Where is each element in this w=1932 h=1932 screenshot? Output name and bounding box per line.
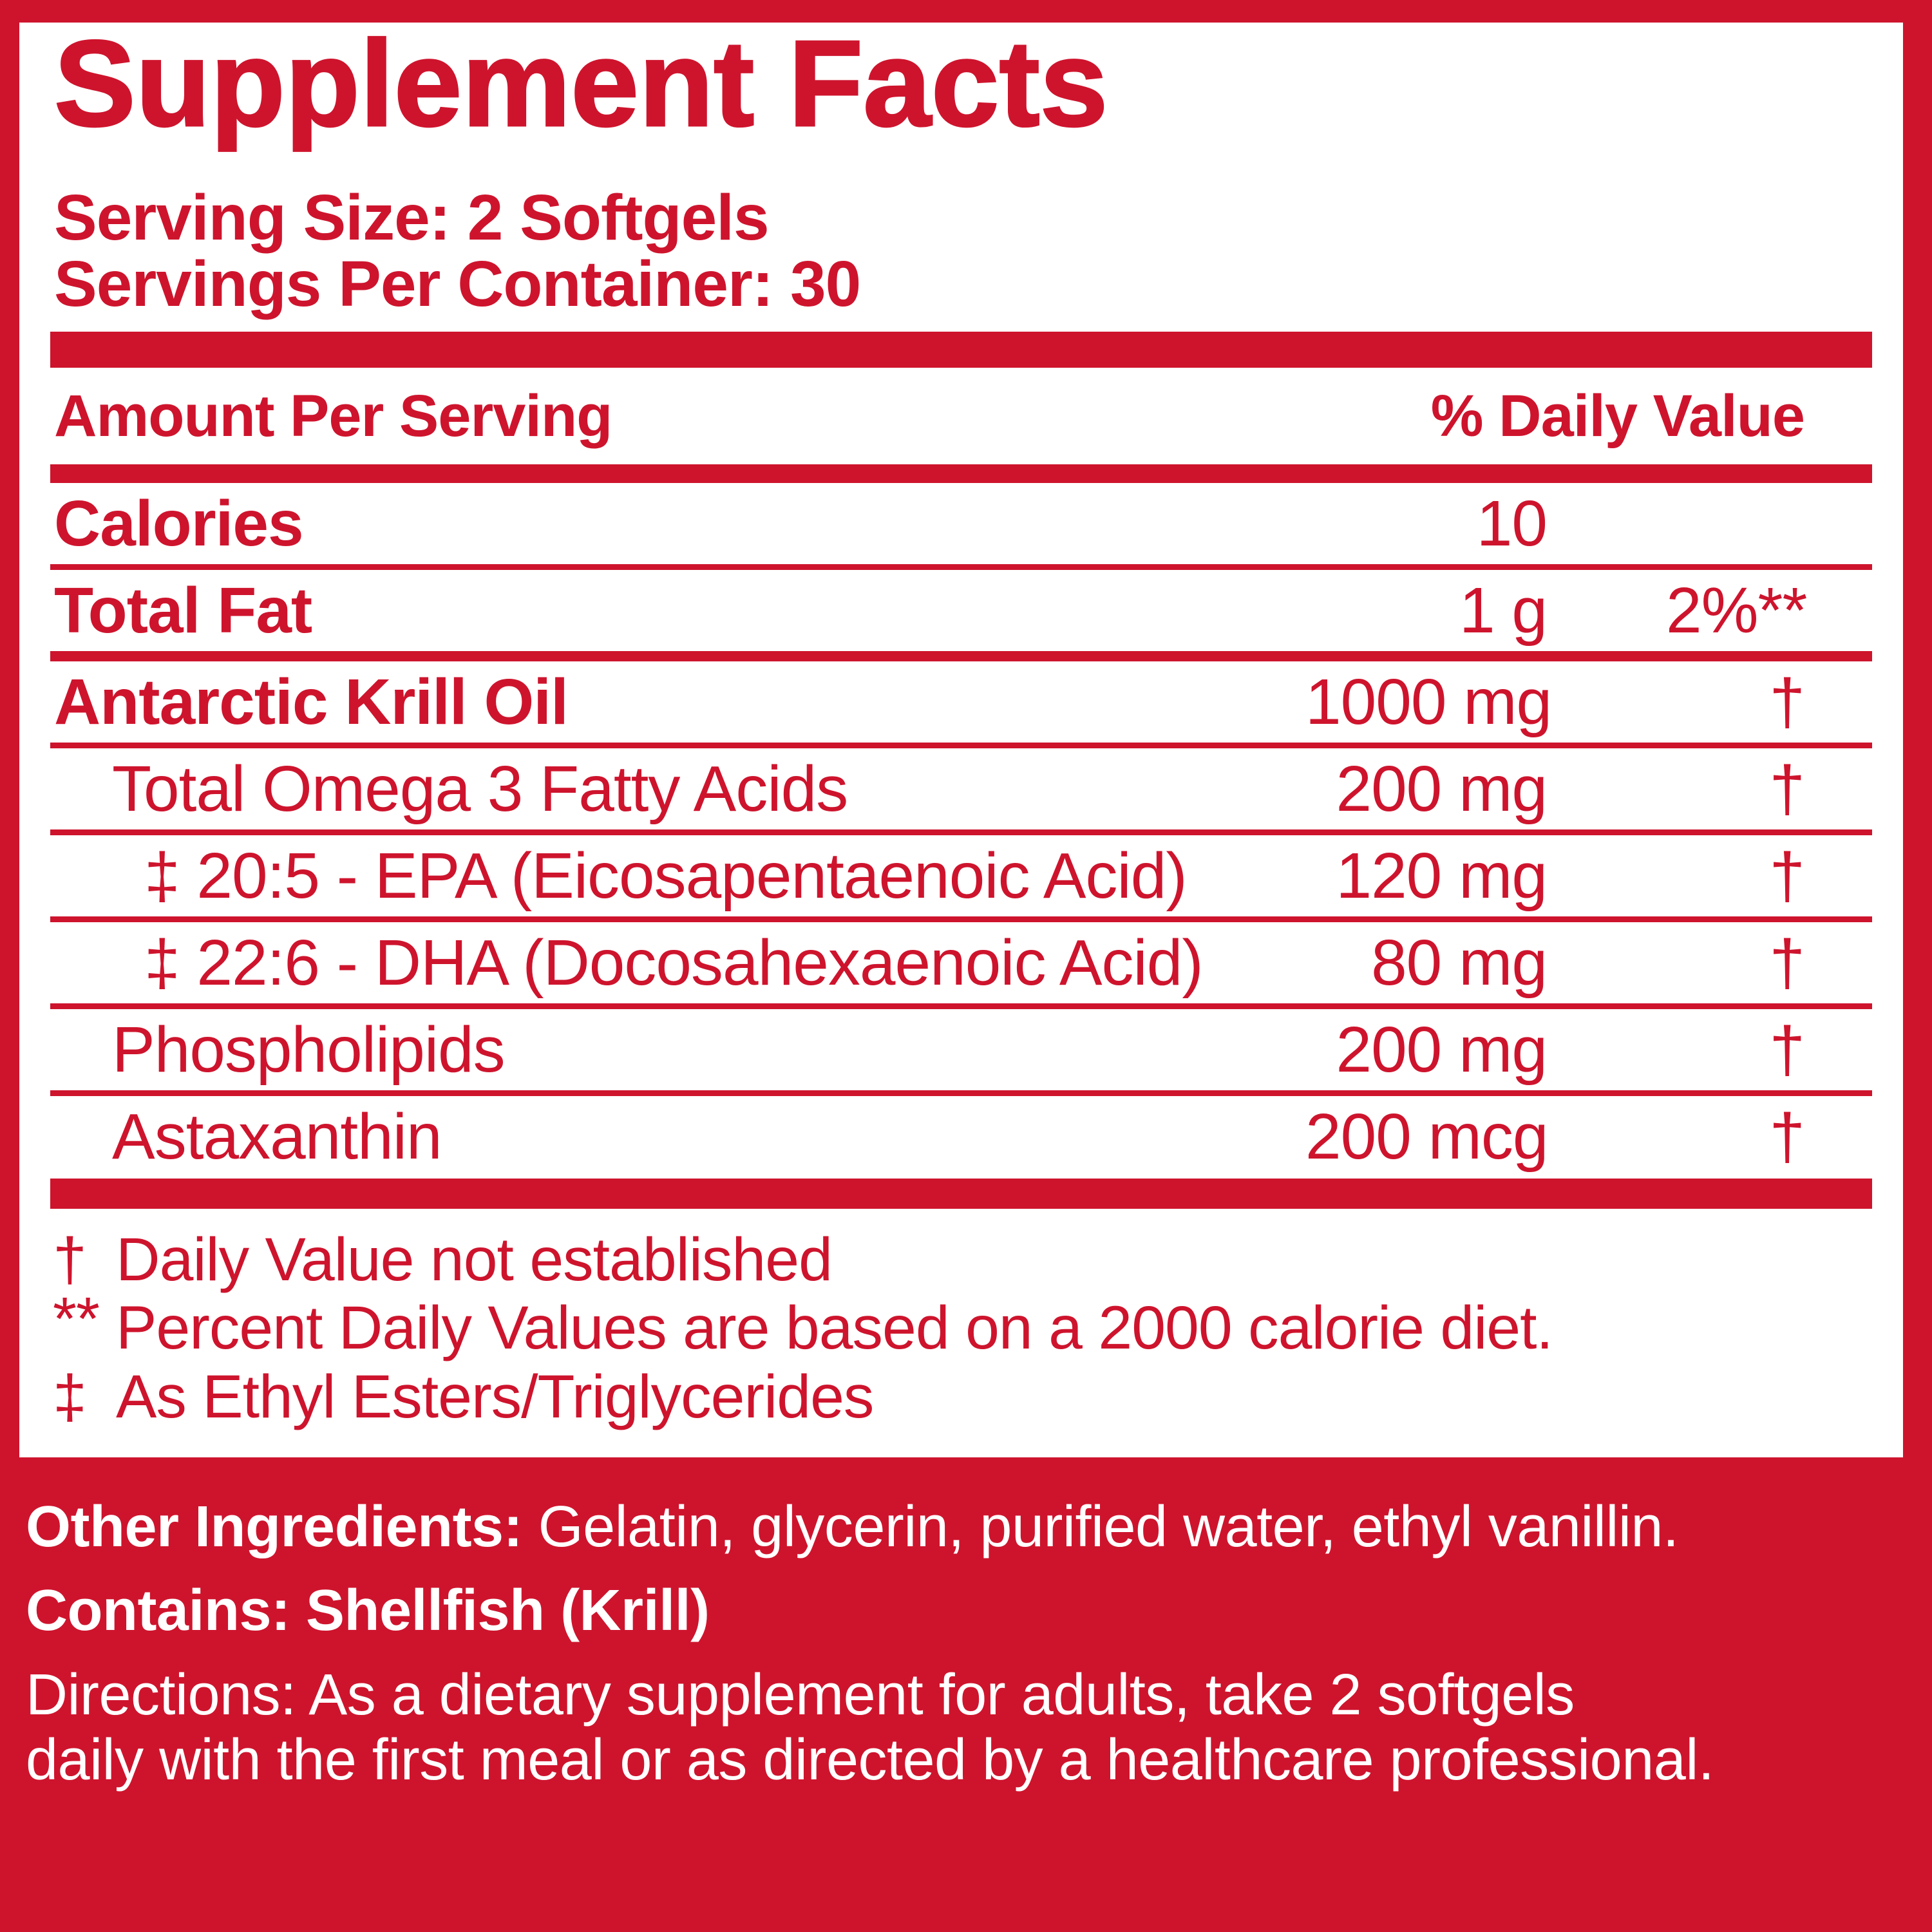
nutrient-amount: 200 mg [1336, 1013, 1548, 1086]
row-divider [50, 1090, 1872, 1096]
servings-per-container: Servings Per Container: 30 [54, 248, 861, 320]
directions-line2: daily with the first meal or as directed… [26, 1727, 1714, 1792]
nutrient-name: ‡ 20:5 - EPA (Eicosapentaenoic Acid) [144, 839, 1188, 912]
table-row-calories: Calories 10 [50, 483, 1872, 564]
table-row-total-fat: Total Fat 1 g 2%** [50, 570, 1872, 651]
contains-label: Contains: [26, 1578, 290, 1643]
double-dagger-marker: ‡ [53, 1362, 87, 1431]
table-header-row: Amount Per Serving % Daily Value [50, 368, 1872, 464]
footnote-text: Percent Daily Values are based on a 2000… [116, 1294, 1553, 1363]
divider-thick-bottom [50, 1179, 1872, 1209]
footnote-double-dagger: ‡ As Ethyl Esters/Triglycerides [50, 1363, 1872, 1431]
nutrient-name: Calories [54, 487, 304, 560]
nutrient-daily-value: † [1769, 752, 1805, 825]
row-divider [50, 829, 1872, 835]
nutrient-name: Antarctic Krill Oil [54, 665, 569, 738]
other-ingredients-text: Gelatin, glycerin, purified water, ethyl… [538, 1495, 1679, 1559]
footnotes: † Daily Value not established ** Percent D… [50, 1226, 1872, 1431]
nutrient-amount: 1000 mg [1305, 665, 1552, 738]
nutrient-name: ‡ 22:6 - DHA (Docosahexaenoic Acid) [144, 926, 1204, 999]
table-row-krill-oil: Antarctic Krill Oil 1000 mg † [50, 661, 1872, 743]
nutrient-amount: 200 mg [1336, 752, 1548, 825]
nutrient-name: Total Fat [54, 574, 312, 647]
facts-panel: Supplement Facts Serving Size: 2 Softgel… [19, 23, 1903, 1457]
other-ingredients-label: Other Ingredients: [26, 1495, 523, 1559]
directions-label: Directions: [26, 1662, 296, 1727]
nutrient-amount: 80 mg [1371, 926, 1548, 999]
nutrient-amount: 200 mcg [1305, 1100, 1549, 1173]
nutrient-daily-value: † [1769, 665, 1805, 738]
row-divider [50, 564, 1872, 570]
directions: Directions: As a dietary supplement for … [26, 1663, 1906, 1793]
footnote-text: As Ethyl Esters/Triglycerides [116, 1362, 874, 1431]
directions-text-line1: As a dietary supplement for adults, take… [308, 1662, 1575, 1727]
nutrient-amount: 1 g [1459, 574, 1548, 647]
facts-panel-inner: Supplement Facts Serving Size: 2 Softgel… [50, 23, 1872, 1431]
nutrient-name: Phospholipids [112, 1013, 506, 1086]
page-title: Supplement Facts [53, 23, 1109, 152]
bottom-info-section: Other Ingredients: Gelatin, glycerin, pu… [0, 1457, 1932, 1932]
table-row-phospholipids: Phospholipids 200 mg † [50, 1009, 1872, 1090]
contains-statement: Contains: Shellfish (Krill) [26, 1577, 1906, 1644]
footnote-text: Daily Value not established [116, 1226, 833, 1294]
nutrient-daily-value: † [1769, 926, 1805, 999]
row-divider-medium [50, 651, 1872, 661]
nutrient-daily-value: † [1769, 1013, 1805, 1086]
nutrient-name: Astaxanthin [112, 1100, 442, 1173]
row-divider [50, 916, 1872, 922]
contains-text: Shellfish (Krill) [306, 1578, 710, 1643]
nutrient-name: Total Omega 3 Fatty Acids [112, 752, 848, 825]
footnote-asterisk: ** Percent Daily Values are based on a 20… [50, 1285, 1872, 1363]
other-ingredients: Other Ingredients: Gelatin, glycerin, pu… [26, 1493, 1906, 1560]
divider-header [50, 464, 1872, 483]
nutrient-amount: 120 mg [1336, 839, 1548, 912]
dagger-marker: † [53, 1226, 87, 1294]
row-divider [50, 743, 1872, 748]
nutrient-daily-value: 2%** [1666, 574, 1807, 647]
table-row-epa: ‡ 20:5 - EPA (Eicosapentaenoic Acid) 120… [50, 835, 1872, 916]
serving-info: Serving Size: 2 Softgels Servings Per Co… [50, 185, 1872, 317]
daily-value-header: % Daily Value [1430, 383, 1805, 449]
row-divider [50, 1003, 1872, 1009]
divider-thick-top [50, 332, 1872, 368]
asterisk-marker: ** [53, 1285, 100, 1354]
footnote-dagger: † Daily Value not established [50, 1226, 1872, 1294]
directions-line1: Directions: As a dietary supplement for … [26, 1663, 1906, 1728]
nutrient-daily-value: † [1769, 839, 1805, 912]
serving-size: Serving Size: 2 Softgels [54, 182, 770, 254]
amount-per-serving-header: Amount Per Serving [54, 383, 612, 449]
table-row-astaxanthin: Astaxanthin 200 mcg † [50, 1096, 1872, 1177]
table-row-dha: ‡ 22:6 - DHA (Docosahexaenoic Acid) 80 m… [50, 922, 1872, 1003]
table-row-omega3: Total Omega 3 Fatty Acids 200 mg † [50, 748, 1872, 829]
nutrient-amount: 10 [1476, 487, 1548, 560]
nutrient-daily-value: † [1769, 1100, 1805, 1173]
